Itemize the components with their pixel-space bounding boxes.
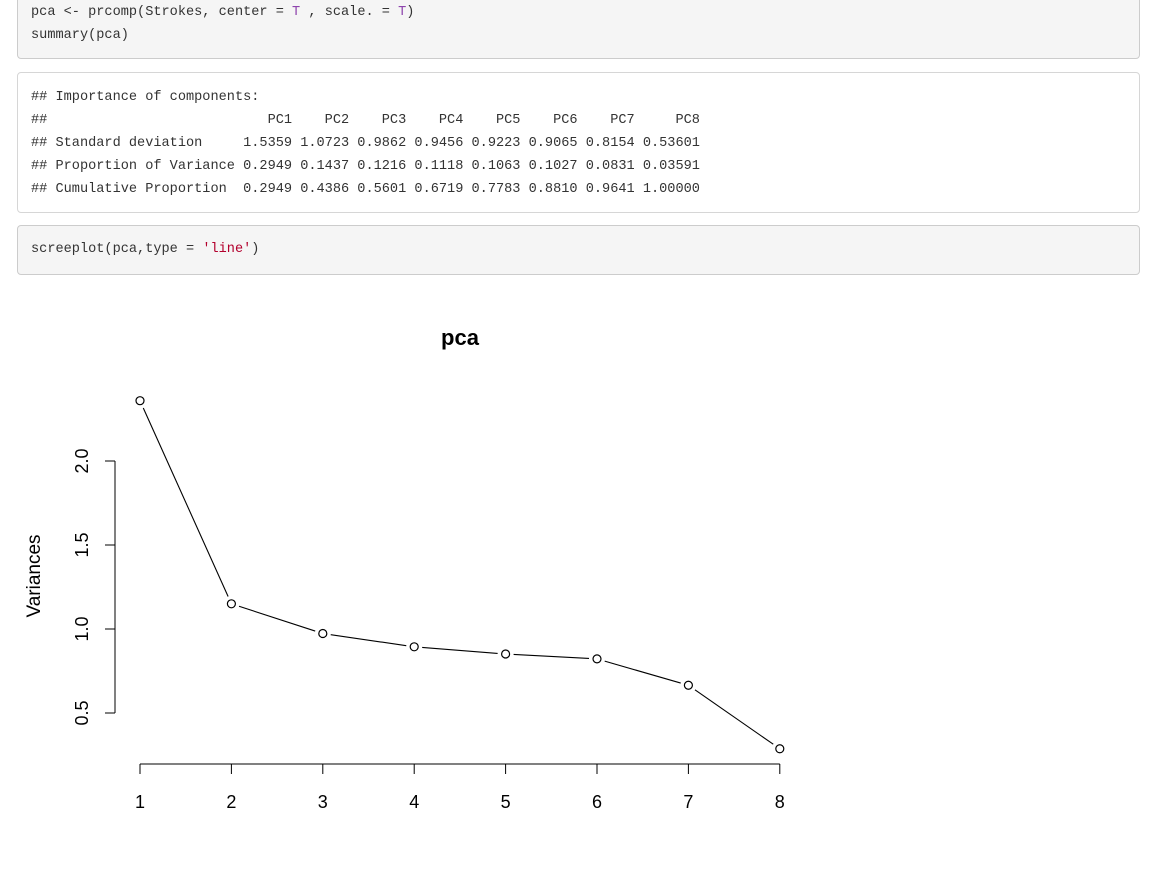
code-chunk-screeplot: screeplot(pca,type = 'line'): [17, 225, 1140, 275]
code-line-summary: summary(pca): [31, 28, 129, 43]
series-segment: [513, 653, 590, 660]
code-line-screeplot: screeplot(pca,type = 'line'): [31, 238, 1126, 261]
data-point: [775, 744, 785, 754]
y-tick-label: 2.0: [72, 448, 92, 473]
code-text: ): [251, 242, 260, 257]
series-segment: [142, 407, 229, 597]
y-axis: 0.5 1.0 1.5 2.0: [72, 448, 116, 726]
string-literal: 'line': [202, 242, 252, 257]
series-segment: [330, 634, 407, 647]
data-point: [683, 680, 694, 690]
output-line: ## Standard deviation 1.5359 1.0723 0.98…: [31, 136, 700, 151]
code-chunk-prcomp: pca <- prcomp(Strokes, center = T , scal…: [17, 0, 1140, 59]
x-tick-label: 5: [501, 792, 511, 812]
data-point: [318, 628, 328, 639]
code-text: ): [406, 5, 415, 20]
x-tick-label: 3: [318, 792, 328, 812]
data-point: [226, 599, 236, 609]
output-line: ## PC1 PC2 PC3 PC4 PC5 PC6 PC7 PC8: [31, 113, 700, 128]
y-tick-label: 0.5: [72, 700, 92, 725]
keyword-T: T: [292, 5, 301, 20]
x-tick-label: 8: [775, 792, 785, 812]
data-point: [592, 654, 602, 664]
x-tick-label: 7: [683, 792, 693, 812]
y-tick-label: 1.5: [72, 532, 92, 557]
series-segment: [694, 689, 774, 745]
code-text: pca <- prcomp(Strokes, center =: [31, 5, 293, 20]
series-segment: [604, 660, 681, 684]
series-segment: [238, 605, 316, 632]
x-tick-label: 1: [135, 792, 145, 812]
x-tick-label: 6: [592, 792, 602, 812]
scree-plot: pca Variances 0.5 1.0 1.5 2.0 1 2 3 4 5 6 7 8: [24, 325, 785, 812]
keyword-T: T: [398, 5, 407, 20]
y-tick-label: 1.0: [72, 616, 92, 641]
data-point: [409, 642, 419, 652]
x-tick-label: 2: [226, 792, 236, 812]
series-segment: [422, 646, 498, 654]
code-text: screeplot(pca,type =: [31, 242, 203, 257]
chart-title: pca: [441, 325, 480, 350]
code-line-prcomp: pca <- prcomp(Strokes, center = T , scal…: [31, 1, 1126, 24]
output-line: ## Cumulative Proportion 0.2949 0.4386 0…: [31, 182, 700, 197]
output-chunk-summary: ## Importance of components: ## PC1 PC2 …: [17, 72, 1140, 213]
x-axis: 1 2 3 4 5 6 7 8: [135, 763, 785, 812]
series-variances: [135, 396, 785, 754]
y-axis-label: Variances: [24, 534, 45, 617]
output-line: ## Importance of components:: [31, 90, 260, 105]
code-text: , scale. =: [300, 5, 399, 20]
data-point: [501, 649, 511, 659]
data-point: [135, 396, 145, 406]
output-line: ## Proportion of Variance 0.2949 0.1437 …: [31, 159, 700, 174]
x-tick-label: 4: [409, 792, 419, 812]
